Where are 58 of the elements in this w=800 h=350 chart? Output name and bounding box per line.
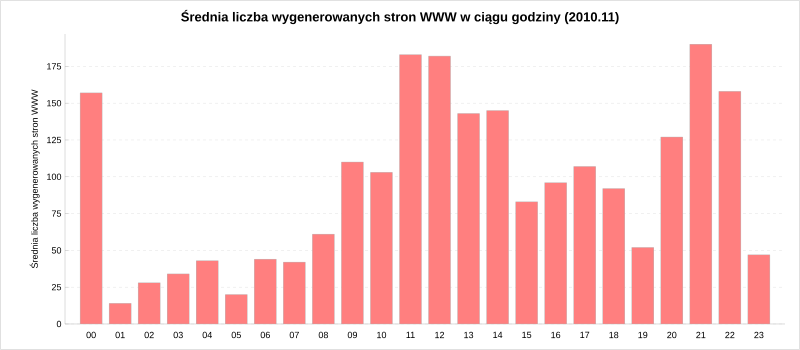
x-tick-label: 22 bbox=[725, 332, 734, 338]
x-tick-label: 07 bbox=[290, 332, 299, 338]
y-axis-title: Średnia liczba wygenerowanych stron WWW bbox=[30, 90, 40, 268]
y-tick-label: 0 bbox=[56, 320, 62, 328]
bar bbox=[573, 166, 596, 324]
x-tick-label: 16 bbox=[551, 332, 560, 338]
bar bbox=[341, 162, 364, 324]
y-tick-label: 100 bbox=[47, 174, 62, 180]
y-tick-label: 50 bbox=[52, 247, 62, 254]
x-tick-label: 01 bbox=[116, 332, 125, 338]
bar bbox=[225, 294, 248, 324]
bar bbox=[515, 202, 538, 324]
bar bbox=[457, 113, 480, 324]
bar bbox=[138, 282, 160, 324]
bar bbox=[690, 44, 712, 324]
x-tick-label: 09 bbox=[348, 332, 358, 338]
bar bbox=[660, 136, 683, 324]
bar bbox=[312, 234, 335, 324]
bar bbox=[80, 92, 102, 324]
x-tick-label: 13 bbox=[464, 332, 474, 338]
y-tick-label: 175 bbox=[47, 63, 62, 70]
x-tick-label: 02 bbox=[144, 332, 154, 338]
bar bbox=[167, 274, 190, 324]
x-tick-label: 10 bbox=[377, 332, 386, 338]
x-tick-label: 17 bbox=[580, 332, 590, 338]
x-tick-label: 23 bbox=[754, 332, 764, 338]
bar bbox=[370, 172, 393, 324]
bar bbox=[196, 260, 218, 324]
y-tick-label: 125 bbox=[47, 136, 62, 144]
x-tick-label: 06 bbox=[260, 332, 270, 338]
x-tick-label: 04 bbox=[202, 332, 212, 338]
bar bbox=[254, 259, 277, 324]
y-tick-label: 25 bbox=[52, 284, 62, 290]
bar bbox=[283, 262, 306, 324]
bar bbox=[748, 254, 770, 324]
x-tick-label: 21 bbox=[696, 332, 706, 338]
bar bbox=[632, 247, 654, 324]
bar bbox=[486, 110, 509, 324]
x-tick-label: 08 bbox=[318, 332, 328, 338]
bar bbox=[399, 54, 422, 324]
x-tick-label: 19 bbox=[638, 332, 648, 338]
bar bbox=[718, 91, 742, 324]
x-tick-label: 14 bbox=[493, 332, 502, 338]
x-tick-label: 05 bbox=[232, 332, 241, 338]
chart-title: Średnia liczba wygenerowanych stron WWW w ciągu godziny (2010.11) bbox=[181, 10, 619, 24]
y-tick-label: 150 bbox=[47, 100, 62, 106]
x-tick-label: 12 bbox=[435, 332, 444, 338]
x-tick-label: 03 bbox=[174, 332, 183, 338]
y-tick-label: 75 bbox=[52, 210, 62, 217]
x-tick-label: 00 bbox=[86, 332, 96, 338]
bar bbox=[108, 303, 132, 324]
bar bbox=[544, 182, 567, 324]
x-tick-label: 20 bbox=[667, 332, 676, 338]
x-tick-label: 15 bbox=[522, 332, 532, 338]
bar bbox=[428, 56, 451, 324]
bar bbox=[602, 188, 625, 324]
x-tick-label: 18 bbox=[609, 332, 618, 338]
x-tick-label: 11 bbox=[406, 332, 415, 338]
